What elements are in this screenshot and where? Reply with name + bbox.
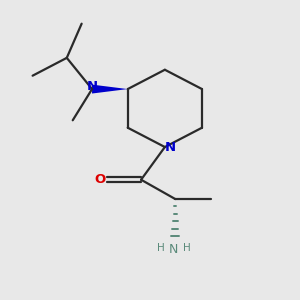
Text: N: N [169, 243, 178, 256]
Text: O: O [95, 173, 106, 186]
Text: H: H [157, 243, 164, 253]
Polygon shape [92, 85, 128, 94]
Text: N: N [86, 80, 98, 93]
Text: N: N [165, 140, 176, 154]
Text: H: H [183, 243, 191, 253]
